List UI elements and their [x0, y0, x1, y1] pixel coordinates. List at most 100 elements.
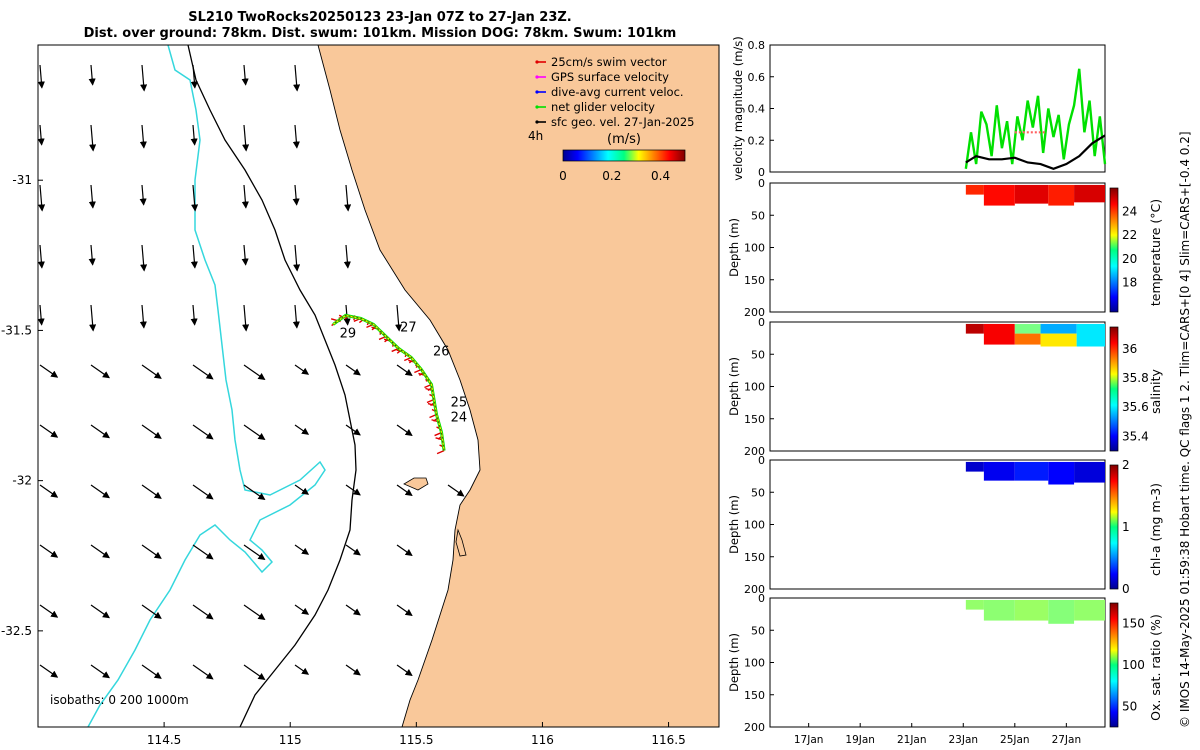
velocity-ytick-label: 0: [758, 166, 765, 179]
current-vector: [192, 484, 214, 500]
current-vector: [294, 544, 310, 555]
salinity-section-colorbar-tick: 36: [1122, 342, 1137, 356]
island-1: [403, 477, 429, 491]
current-vector: [38, 124, 45, 146]
current-vector: [141, 664, 162, 679]
current-vector: [38, 64, 45, 89]
current-vector: [39, 484, 59, 498]
salinity-section-ytick-label: 150: [744, 413, 765, 426]
chl-a-section-cell: [1014, 461, 1049, 481]
date-xtick-label: 25Jan: [1000, 734, 1030, 746]
current-vector: [345, 604, 361, 616]
temperature-section-panel: 0 50 100 150 200 Depth (m) 24 22 20 18 temperature…: [727, 177, 1163, 319]
velocity-ytick-label: 0.8: [748, 39, 766, 52]
legend-label: GPS surface velocity: [551, 70, 669, 84]
oxygen-section-cell: [965, 599, 984, 610]
chl-a-section-cell: [983, 461, 1015, 481]
map-frame: [37, 44, 720, 728]
velocity-series-0: [964, 68, 1107, 169]
current-vector: [38, 304, 45, 326]
current-vector: [294, 364, 310, 375]
oxygen-section-ytick-label: 100: [744, 657, 765, 670]
temperature-section-cell: [965, 184, 984, 195]
track-day-label: 25: [451, 396, 468, 411]
current-vector: [192, 424, 214, 440]
current-vector: [39, 544, 59, 558]
speed-colorbar-tick: 0.4: [651, 169, 670, 183]
current-vector: [192, 544, 214, 560]
temperature-section-colorbar-tick: 24: [1122, 205, 1137, 219]
temperature-section-ytick-label: 200: [744, 306, 765, 319]
current-vector: [141, 484, 162, 499]
chl-a-section-ytick-label: 200: [744, 583, 765, 596]
legend-swatch-dot: [535, 75, 539, 79]
chl-a-section-ytick-label: 0: [758, 454, 765, 467]
track-day-label: 24: [451, 411, 468, 426]
current-vector: [90, 424, 111, 439]
oxygen-section-ylabel: Depth (m): [727, 633, 741, 692]
date-xtick-label: 27Jan: [1052, 734, 1082, 746]
map-xtick-label: 116: [531, 733, 554, 747]
track-day-label: 27: [400, 320, 417, 335]
current-vector: [345, 664, 361, 676]
velocity-ytick-label: 0.4: [748, 103, 766, 116]
oxygen-section-ytick-label: 0: [758, 592, 765, 605]
oxygen-section-colorbar: [1109, 602, 1119, 728]
velocity-ytick-label: 0.2: [748, 134, 766, 147]
current-vector: [39, 424, 59, 438]
current-vector: [190, 304, 198, 326]
current-vector: [292, 184, 300, 206]
current-vector: [293, 244, 301, 272]
current-vector: [190, 64, 198, 89]
current-vector: [139, 184, 147, 206]
coastline: [317, 45, 481, 727]
current-vector: [243, 604, 266, 621]
current-vector: [243, 424, 266, 441]
current-vector: [90, 484, 111, 499]
current-vector: [39, 604, 59, 618]
track-center: [332, 315, 445, 451]
velocity-series-1: [965, 134, 1106, 170]
map-xtick-label: 114.5: [147, 733, 181, 747]
chl-a-section-colorbar-tick: 1: [1122, 520, 1130, 534]
current-vector: [90, 664, 111, 679]
temperature-section-colorbar: [1109, 187, 1119, 313]
chl-a-section-ytick-label: 100: [744, 519, 765, 532]
current-vector: [88, 184, 96, 209]
temperature-section-ylabel: Depth (m): [727, 218, 741, 277]
legend-swatch-dot: [535, 105, 539, 109]
current-vector: [192, 664, 214, 680]
island-2: [455, 528, 467, 557]
current-vector: [90, 364, 111, 379]
isobath-200m: [187, 45, 357, 727]
current-vector: [141, 604, 162, 619]
current-vector: [191, 184, 199, 212]
salinity-section-ylabel: Depth (m): [727, 357, 741, 416]
temperature-section-ytick-label: 50: [751, 209, 765, 222]
current-vector: [396, 424, 413, 437]
current-vector: [140, 64, 148, 92]
salinity-section-cell: [1014, 333, 1041, 345]
current-vector: [294, 424, 310, 435]
temperature-section-cell: [983, 184, 1015, 206]
legend-swatch-dot: [535, 120, 539, 124]
legend-label: dive-avg current veloc.: [551, 85, 684, 99]
swim-vector: [436, 449, 445, 455]
salinity-section-ytick-label: 0: [758, 316, 765, 329]
current-vector: [39, 664, 59, 678]
current-vector: [190, 244, 198, 269]
oxygen-section-colorbar-tick: 100: [1122, 658, 1145, 672]
chl-a-section-panel: 0 50 100 150 200 Depth (m) 2 1 0 chl-a (mg m-3): [727, 454, 1163, 596]
chl-a-section-colorbar-tick: 2: [1122, 458, 1130, 472]
scale-label-4h: 4h: [528, 129, 543, 143]
speed-colorbar: [562, 149, 686, 162]
current-vector: [345, 484, 361, 496]
current-vector: [90, 604, 111, 619]
speed-colorbar-ticks: 0 0.2 0.4: [559, 169, 670, 183]
current-vector: [192, 364, 214, 380]
current-vector: [190, 124, 198, 146]
map-xtick-label: 115: [279, 733, 302, 747]
